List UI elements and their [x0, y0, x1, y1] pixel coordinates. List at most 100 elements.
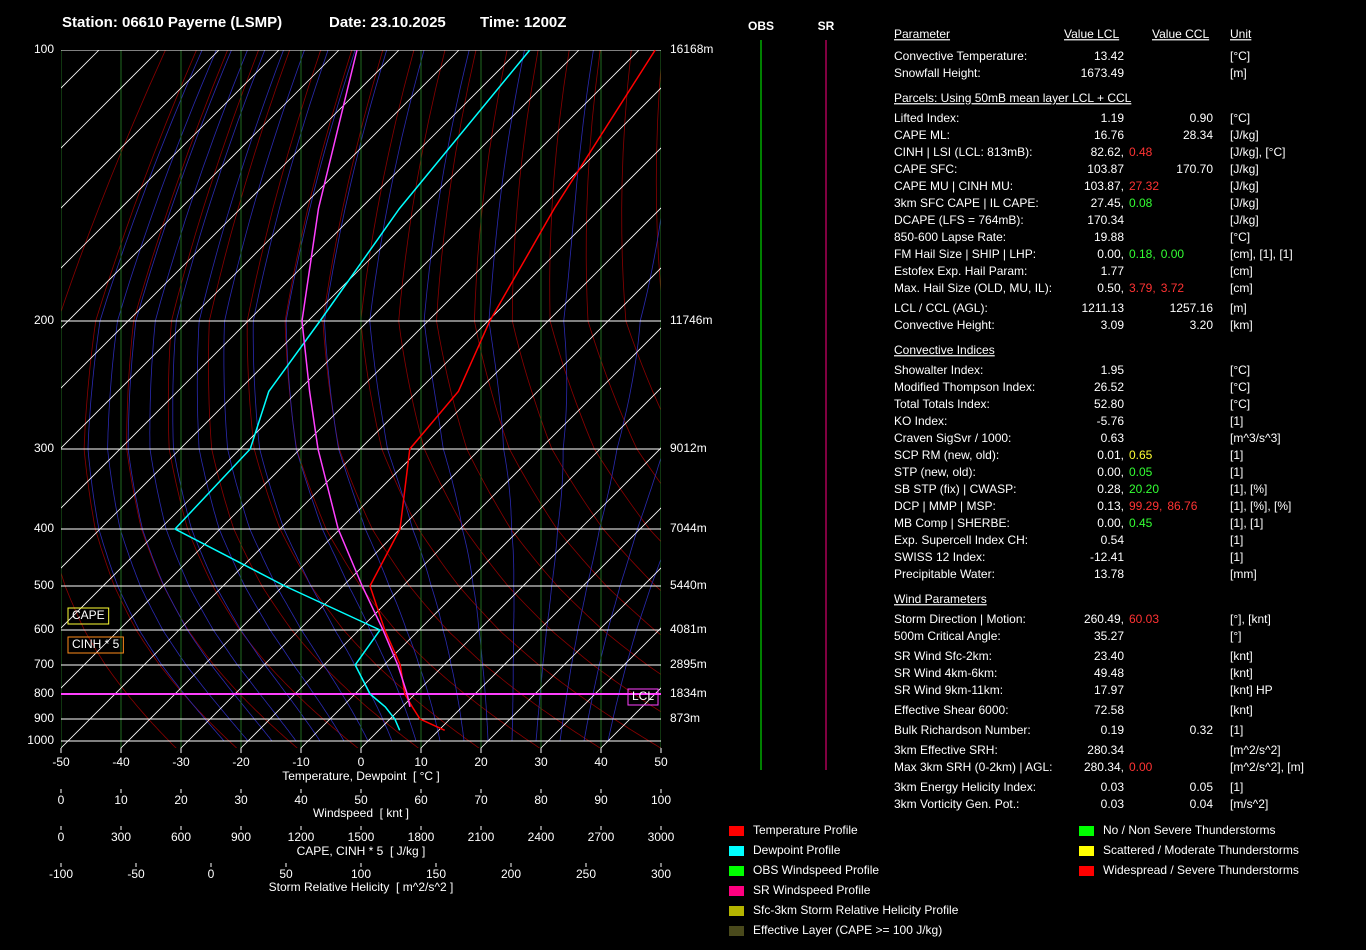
- x2-tick-label: 70: [474, 793, 488, 807]
- height-label: 9012m: [670, 441, 707, 455]
- value-lcl: 280.34,: [1084, 760, 1124, 774]
- unit: [1]: [1230, 550, 1243, 564]
- value-lcl: 0.03: [1101, 780, 1125, 794]
- moist-adiabat: [87, 50, 225, 742]
- x2-tick-label: 300: [111, 830, 131, 844]
- isotherm: [300, 387, 661, 748]
- isotherm: [120, 207, 661, 748]
- value-lcl: 1211.13: [1082, 301, 1125, 315]
- param-label: SR Wind 4km-6km:: [894, 666, 997, 680]
- param-label: Snowfall Height:: [894, 66, 981, 80]
- value-lcl: 1.19: [1101, 111, 1125, 125]
- x2-tick-label: 1500: [348, 830, 375, 844]
- x2-tick-label: 300: [651, 867, 671, 881]
- param-label: CAPE SFC:: [894, 162, 957, 176]
- moist-adiabat: [535, 50, 594, 742]
- dry-adiabat: [549, 50, 661, 543]
- wind-heading: OBS: [748, 19, 774, 33]
- unit: [knt]: [1230, 703, 1253, 717]
- param-label: Total Totals Index:: [894, 397, 990, 411]
- x2-tick-label: 1800: [408, 830, 435, 844]
- param-label: Max 3km SRH (0-2km) | AGL:: [894, 760, 1052, 774]
- unit: [°], [knt]: [1230, 612, 1271, 626]
- unit: [m^2/s^2]: [1230, 743, 1281, 757]
- unit: [m]: [1230, 66, 1247, 80]
- y-tick-label: 100: [34, 42, 54, 56]
- value-lcl: 13.78: [1094, 567, 1124, 581]
- x-tick-label: 10: [414, 755, 428, 769]
- legend-label: Widespread / Severe Thunderstorms: [1103, 863, 1299, 877]
- isotherm: [61, 50, 340, 329]
- unit: [m/s^2]: [1230, 797, 1268, 811]
- isotherm: [480, 567, 661, 748]
- isotherm: [61, 50, 400, 389]
- isotherm: [420, 507, 661, 748]
- moist-adiabat: [423, 50, 489, 741]
- x2-axis-label: CAPE, CINH * 5 [ J/kg ]: [297, 844, 426, 858]
- unit: [J/kg]: [1230, 213, 1259, 227]
- y-tick-label: 900: [34, 711, 54, 725]
- unit: [cm]: [1230, 281, 1253, 295]
- value-extra: 0.18, 0.00: [1129, 247, 1184, 261]
- value-ccl: 0.05: [1190, 780, 1214, 794]
- value-lcl: 103.87: [1087, 162, 1124, 176]
- unit: [cm]: [1230, 264, 1253, 278]
- value-lcl: 82.62,: [1091, 145, 1124, 159]
- unit: [1], [1]: [1230, 516, 1263, 530]
- x-tick-label: 40: [594, 755, 608, 769]
- value-extra: 0.05: [1129, 465, 1153, 479]
- legend-swatch: [1079, 826, 1094, 836]
- isotherm: [61, 50, 580, 569]
- param-label: CINH | LSI (LCL: 813mB):: [894, 145, 1033, 159]
- value-ccl: 3.20: [1190, 318, 1214, 332]
- unit: [1]: [1230, 780, 1243, 794]
- param-label: FM Hail Size | SHIP | LHP:: [894, 247, 1036, 261]
- x2-tick-label: 2400: [528, 830, 555, 844]
- x-axis-label: Temperature, Dewpoint [ °C ]: [282, 769, 440, 783]
- value-lcl: 0.13,: [1097, 499, 1124, 513]
- value-part: 0.05: [1129, 465, 1153, 479]
- param-label: SCP RM (new, old):: [894, 448, 999, 462]
- legend-label: No / Non Severe Thunderstorms: [1103, 823, 1276, 837]
- table-header: Value LCL: [1064, 27, 1119, 41]
- wind-heading: SR: [818, 19, 835, 33]
- legend-label: Dewpoint Profile: [753, 843, 841, 857]
- legend-label: SR Windspeed Profile: [753, 883, 871, 897]
- unit: [1]: [1230, 533, 1243, 547]
- param-label: 3km Energy Helicity Index:: [894, 780, 1036, 794]
- value-extra: 0.00: [1129, 760, 1153, 774]
- x2-tick-label: 0: [58, 793, 65, 807]
- x-tick-label: 50: [654, 755, 668, 769]
- value-lcl: 170.34: [1087, 213, 1124, 227]
- unit: [1]: [1230, 723, 1243, 737]
- dry-adiabat: [511, 50, 661, 592]
- param-label: Lifted Index:: [894, 111, 959, 125]
- x2-tick-label: 200: [501, 867, 521, 881]
- param-label: LCL / CCL (AGL):: [894, 301, 988, 315]
- value-part: 0.18,: [1129, 247, 1156, 261]
- annotation: CAPE: [72, 608, 105, 622]
- unit: [°C]: [1230, 397, 1250, 411]
- isotherm: [61, 50, 280, 269]
- value-part: 0.00: [1161, 247, 1185, 261]
- value-part: 3.72: [1161, 281, 1185, 295]
- y-tick-label: 500: [34, 578, 54, 592]
- value-extra: 0.45: [1129, 516, 1153, 530]
- y-tick-label: 600: [34, 622, 54, 636]
- value-lcl: 0.00,: [1097, 516, 1124, 530]
- x2-tick-label: 90: [594, 793, 608, 807]
- unit: [km]: [1230, 318, 1253, 332]
- y-tick-label: 700: [34, 657, 54, 671]
- legend-label: Temperature Profile: [753, 823, 858, 837]
- moist-adiabat: [324, 50, 441, 742]
- height-label: 1834m: [670, 686, 707, 700]
- value-extra: 0.48: [1129, 145, 1153, 159]
- param-label: DCAPE (LFS = 764mB):: [894, 213, 1024, 227]
- param-label: Max. Hail Size (OLD, MU, IL):: [894, 281, 1052, 295]
- value-extra: 99.29, 86.76: [1129, 499, 1198, 513]
- moist-adiabat: [223, 50, 369, 742]
- x2-tick-label: 0: [208, 867, 215, 881]
- profile-line: [301, 50, 411, 708]
- isotherm: [180, 267, 661, 748]
- moist-adiabat: [149, 50, 297, 742]
